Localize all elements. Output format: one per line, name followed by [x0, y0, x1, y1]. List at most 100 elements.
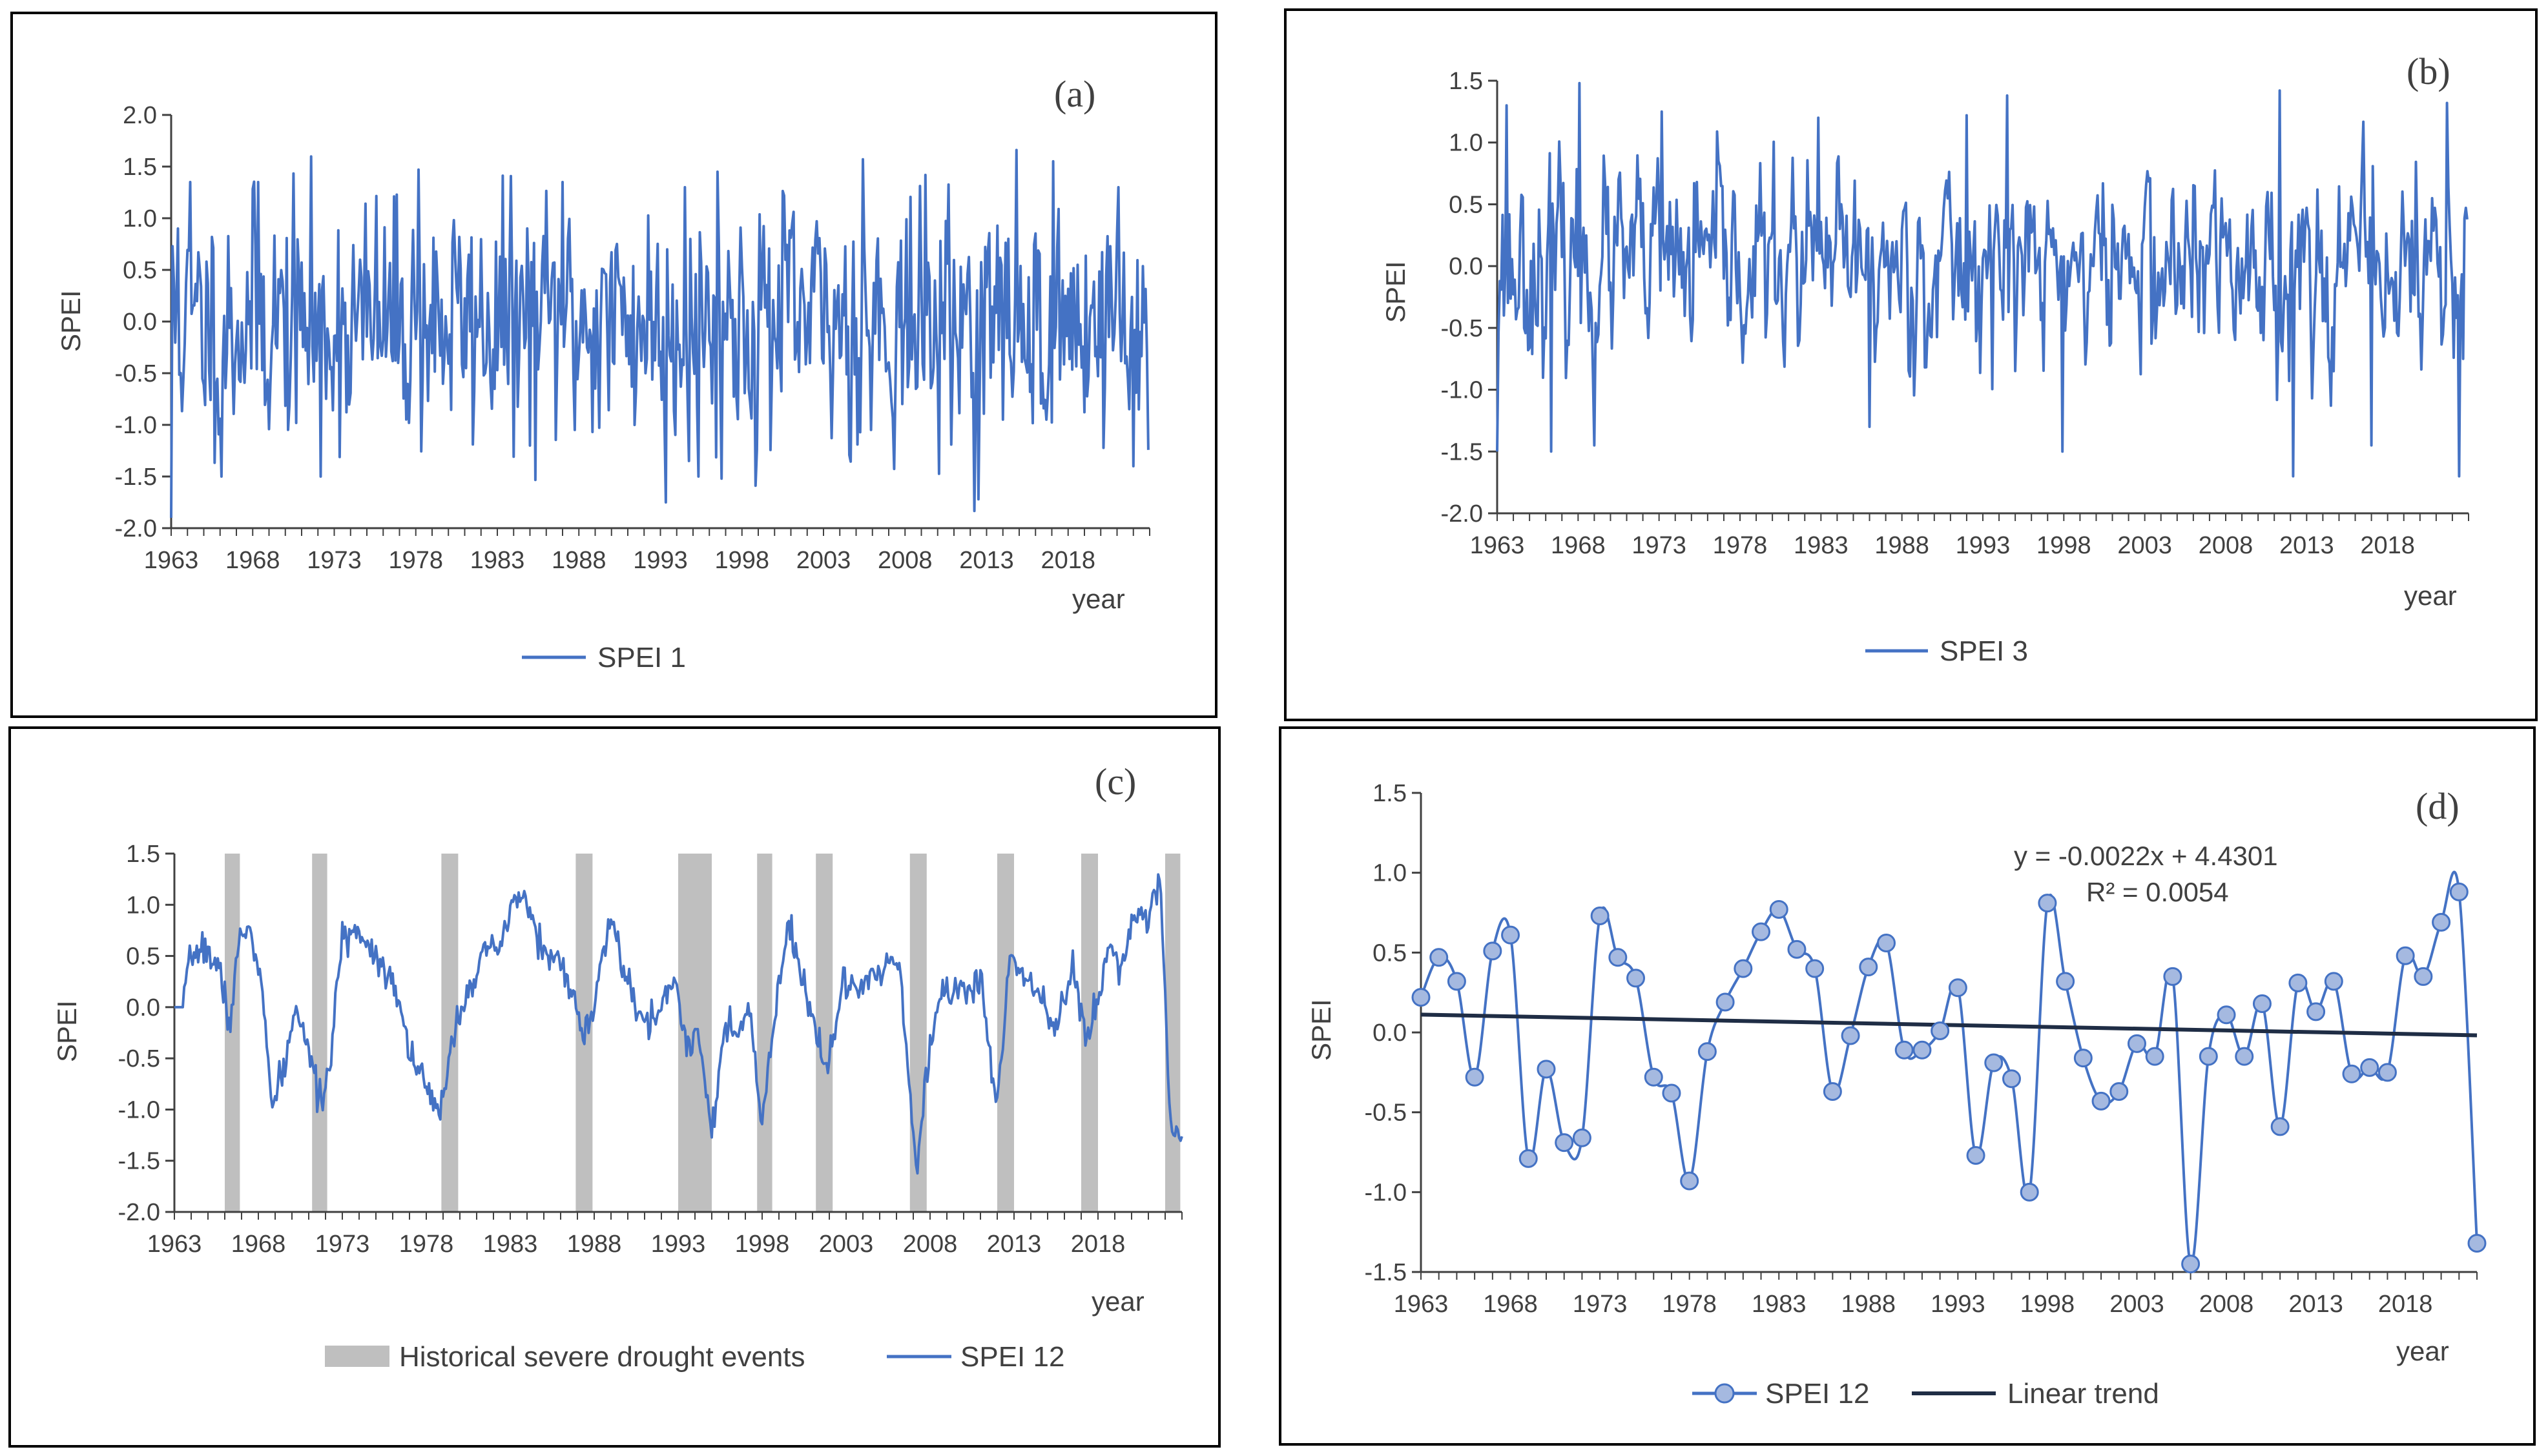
data-point — [1805, 959, 1825, 978]
x-tick-label: 1968 — [231, 1231, 286, 1258]
drought-event-band — [225, 854, 240, 1212]
data-point — [2127, 1034, 2146, 1053]
data-point — [1841, 1026, 1860, 1045]
y-tick-label: 0.5 — [123, 257, 157, 284]
data-point — [2020, 1182, 2039, 1202]
x-tick-label: 1983 — [470, 547, 525, 574]
legend-label-spei1: SPEI 1 — [597, 642, 686, 673]
x-tick-label: 1983 — [483, 1231, 538, 1258]
y-tick-label: -0.5 — [1441, 315, 1483, 342]
x-tick-label: 2008 — [2199, 1291, 2254, 1318]
data-point — [2467, 1233, 2487, 1253]
data-point — [1501, 925, 1520, 945]
data-point — [1662, 1083, 1681, 1103]
data-point — [2073, 1049, 2093, 1068]
data-point — [1518, 1149, 1538, 1168]
data-point — [1734, 959, 1753, 978]
x-tick-label: 2018 — [2378, 1291, 2433, 1318]
x-tick-label: 2018 — [1041, 547, 1095, 574]
y-tick-label: 0.0 — [126, 994, 160, 1021]
data-point — [1752, 922, 1771, 941]
drought-event-band — [1165, 854, 1181, 1212]
legend-label-drought: Historical severe drought events — [399, 1341, 805, 1373]
legend-label-spei12-c: SPEI 12 — [960, 1341, 1064, 1373]
x-tick-label: 2013 — [2288, 1291, 2343, 1318]
panel-d-xlabel: year — [2396, 1336, 2449, 1366]
x-tick-label: 1973 — [1631, 532, 1686, 559]
drought-event-band — [757, 854, 772, 1212]
x-tick-label: 1998 — [735, 1231, 790, 1258]
data-point — [2038, 894, 2057, 913]
data-point — [1715, 992, 1735, 1012]
data-point — [2432, 912, 2451, 932]
x-tick-label: 1993 — [633, 547, 688, 574]
legend-label-trend: Linear trend — [2007, 1378, 2159, 1410]
data-point — [1912, 1040, 1932, 1060]
x-tick-label: 2008 — [2199, 532, 2253, 559]
x-tick-label: 1973 — [315, 1231, 370, 1258]
panel-d-label: (d) — [2416, 785, 2460, 827]
panel-b-label: (b) — [2407, 50, 2450, 92]
data-point — [1429, 948, 1449, 967]
series-line-spei12-annual — [1420, 870, 2478, 1266]
series-line-spei12 — [174, 873, 1183, 1175]
drought-event-band — [997, 854, 1014, 1212]
data-point — [1572, 1128, 1591, 1147]
data-point — [2396, 946, 2415, 965]
data-point — [2145, 1047, 2164, 1066]
y-tick-label: -1.0 — [118, 1096, 160, 1123]
drought-event-band — [312, 854, 327, 1212]
data-point — [2342, 1064, 2361, 1083]
legend-marker-spei12-d — [1714, 1383, 1735, 1404]
data-point — [2091, 1091, 2111, 1111]
y-tick-label: 1.5 — [126, 841, 160, 868]
data-point — [2217, 1005, 2236, 1025]
x-tick-label: 2013 — [959, 547, 1014, 574]
x-tick-label: 2003 — [819, 1231, 874, 1258]
y-tick-label: -1.0 — [115, 412, 157, 439]
panel-d-legend: SPEI 12 Linear trend — [1692, 1378, 2159, 1410]
y-tick-label: -1.0 — [1365, 1179, 1407, 1206]
y-tick-label: 1.0 — [1372, 860, 1407, 887]
x-tick-label: 2018 — [2360, 532, 2415, 559]
data-point — [1966, 1145, 1985, 1165]
data-point — [1537, 1060, 1556, 1079]
panel-d-ylabel: SPEI — [1306, 999, 1336, 1061]
legend-swatch-drought — [325, 1346, 389, 1367]
y-tick-label: -1.5 — [118, 1148, 160, 1175]
y-tick-label: -2.0 — [1441, 500, 1483, 528]
plot-a: 2.0 1.5 1.0 0.5 0.0 -0.5 -1.0 -1.5 -2.0 1963 1968 1… — [115, 102, 1150, 574]
x-tick-label: 1963 — [147, 1231, 202, 1258]
panel-b-frame — [1284, 8, 2538, 721]
y-tick-label: 1.0 — [126, 892, 160, 919]
panel-c-label: (c) — [1095, 761, 1136, 803]
x-tick-label: 1998 — [2036, 532, 2091, 559]
y-tick-label: -0.5 — [115, 360, 157, 387]
panel-a-legend: SPEI 1 — [522, 642, 686, 673]
data-point — [1877, 933, 1896, 952]
legend-label-spei3: SPEI 3 — [1940, 635, 2028, 667]
x-tick-label: 1973 — [1573, 1291, 1628, 1318]
data-point — [1894, 1040, 1914, 1060]
data-point — [1555, 1133, 1574, 1153]
data-point — [2377, 1063, 2397, 1082]
x-tick-label: 2008 — [903, 1231, 958, 1258]
data-point — [2360, 1058, 2379, 1077]
data-point — [1984, 1053, 2004, 1072]
y-tick-label: -1.0 — [1441, 377, 1483, 404]
data-point — [1948, 978, 1967, 998]
data-point — [1483, 941, 1502, 961]
data-point — [1465, 1067, 1484, 1087]
panel-d-frame — [1279, 726, 2536, 1446]
plot-c: 1.5 1.0 0.5 0.0 -0.5 -1.0 -1.5 -2.0 1963 1968 1973… — [118, 841, 1183, 1258]
y-tick-label: -1.5 — [1365, 1259, 1407, 1286]
x-tick-label: 1988 — [1874, 532, 1929, 559]
data-point — [2181, 1255, 2201, 1274]
data-point — [1859, 958, 1878, 977]
legend-label-spei12-d: SPEI 12 — [1765, 1378, 1869, 1410]
x-tick-label: 2003 — [2117, 532, 2172, 559]
x-tick-label: 2013 — [2279, 532, 2334, 559]
x-tick-label: 1993 — [1931, 1291, 1985, 1318]
data-point — [2199, 1047, 2218, 1066]
